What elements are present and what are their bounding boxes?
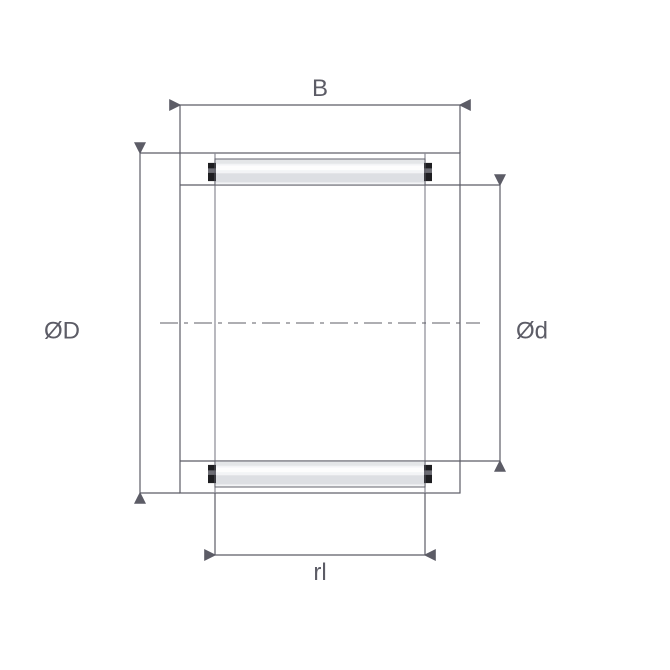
dim-D-label: ØD xyxy=(44,317,80,344)
roller-bottom xyxy=(208,461,432,487)
dim-rl-label: rl xyxy=(313,559,326,586)
bearing-cross-section-diagram: B ØD Ød rl xyxy=(0,0,670,670)
dim-d-label: Ød xyxy=(516,317,548,344)
dim-B-label: B xyxy=(312,75,328,102)
roller-top xyxy=(208,159,432,185)
